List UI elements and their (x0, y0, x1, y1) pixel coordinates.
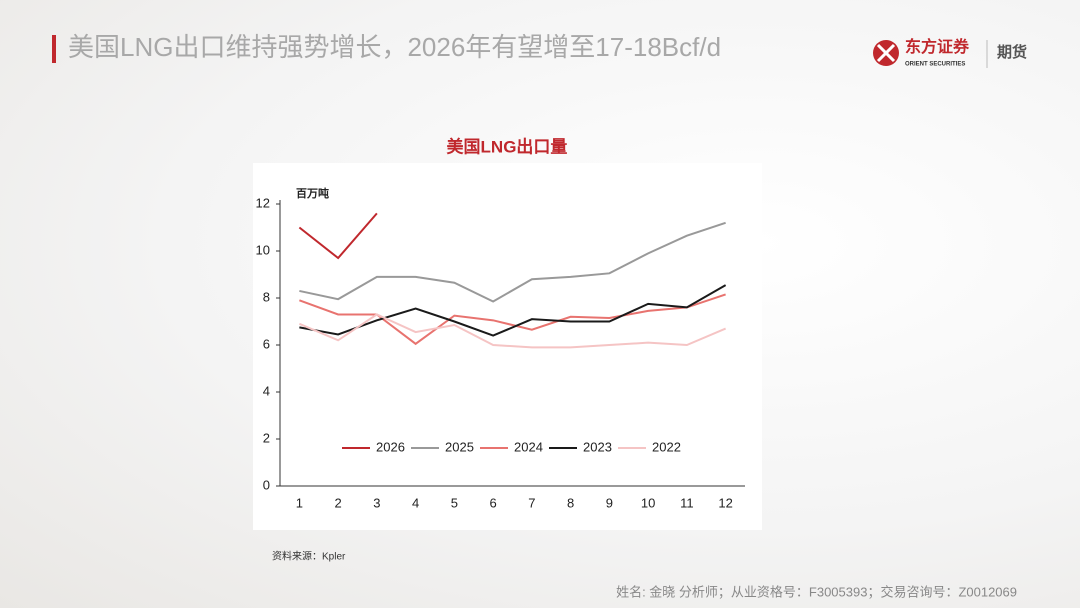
x-tick-label: 9 (606, 495, 613, 510)
y-tick-label: 6 (263, 336, 270, 351)
x-tick-label: 7 (528, 495, 535, 510)
series-line (299, 293, 726, 346)
legend-label: 2023 (583, 439, 612, 454)
chart-title: 美国LNG出口量 (447, 136, 568, 156)
division: 期货 (997, 43, 1027, 61)
x-tick-label: 5 (451, 495, 458, 510)
legend-label: 2024 (514, 439, 543, 454)
x-tick-label: 3 (373, 495, 380, 510)
x-tick-label: 6 (490, 495, 497, 510)
x-tick-label: 8 (567, 495, 574, 510)
x-tick-label: 1 (296, 495, 303, 510)
y-tick-label: 10 (256, 242, 270, 257)
x-tick-label: 10 (641, 495, 655, 510)
series-line (298, 313, 727, 349)
logo-sub: ORIENT SECURITIES (905, 62, 965, 68)
x-tick-label: 12 (718, 495, 732, 510)
y-tick-label: 2 (263, 430, 270, 445)
x-tick-label: 11 (680, 495, 694, 510)
logo-mark (876, 43, 896, 63)
legend-label: 2022 (652, 439, 681, 454)
x-tick-label: 4 (412, 495, 419, 510)
source: 资料来源：Kpler (272, 550, 346, 563)
series-line (299, 284, 727, 337)
slide-title: 美国LNG出口维持强势增长，2026年有望增至17-18Bcf/d (68, 32, 721, 62)
y-tick-label: 12 (256, 195, 270, 210)
x-tick-label: 2 (335, 495, 342, 510)
series-line (298, 212, 378, 260)
y-tick-label: 0 (263, 477, 270, 492)
y-unit: 百万吨 (296, 186, 329, 200)
title-bar (52, 35, 56, 63)
footer: 姓名: 金晓 分析师；从业资格号：F3005393；交易咨询号：Z0012069 (616, 584, 1017, 600)
legend-label: 2025 (445, 439, 474, 454)
y-tick-label: 8 (263, 289, 270, 304)
y-tick-label: 4 (263, 383, 270, 398)
logo-name: 东方证券 (905, 37, 970, 56)
legend-label: 2026 (376, 439, 405, 454)
series-line (299, 221, 726, 303)
